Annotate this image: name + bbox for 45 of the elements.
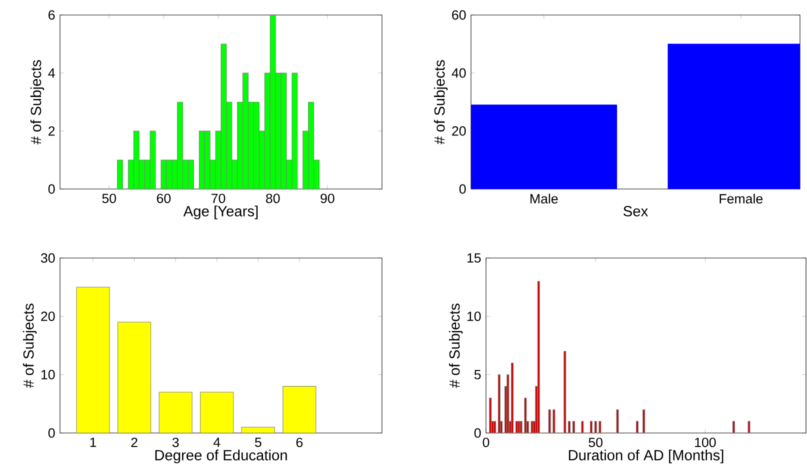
bar xyxy=(118,322,151,433)
bar xyxy=(76,287,110,433)
bar xyxy=(200,392,234,433)
y-tick-label: 6 xyxy=(48,10,55,20)
x-tick-label: Female xyxy=(720,194,763,204)
x-tick-label: 2 xyxy=(131,438,138,448)
x-tick-label: 100 xyxy=(695,438,716,448)
bar xyxy=(282,386,316,433)
x-axis-title: Degree of Education xyxy=(155,450,287,464)
y-tick-label: 0 xyxy=(459,184,466,194)
x-axis-title: Duration of AD [Months] xyxy=(568,450,724,464)
y-tick-label: 2 xyxy=(48,126,55,136)
y-tick-label: 20 xyxy=(41,312,55,322)
y-tick-label: 15 xyxy=(467,253,481,263)
y-tick-label: 20 xyxy=(452,126,466,136)
x-tick-label: 70 xyxy=(212,194,226,204)
x-tick-label: 3 xyxy=(172,438,179,448)
x-tick-label: 50 xyxy=(588,438,602,448)
y-tick-label: 60 xyxy=(452,10,466,20)
x-tick-label: 80 xyxy=(266,194,280,204)
x-axis-title: Sex xyxy=(624,206,648,216)
x-tick-label: 50 xyxy=(102,194,116,204)
y-tick-label: 0 xyxy=(474,428,481,438)
bar xyxy=(159,392,192,433)
x-tick-label: 90 xyxy=(320,194,334,204)
x-tick-label: 5 xyxy=(254,438,262,447)
y-axis-title: # of Subjects xyxy=(30,60,44,144)
y-tick-label: 10 xyxy=(41,370,55,380)
y-axis-title: # of Subjects xyxy=(22,304,37,388)
y-axis-title: # of Subjects xyxy=(448,304,463,388)
y-axis-title: # of Subjects xyxy=(434,60,448,144)
x-axis-title: Age [Years] xyxy=(183,206,258,220)
y-tick-label: 40 xyxy=(452,68,466,78)
x-tick-label: 4 xyxy=(213,438,220,447)
x-tick-label: 0 xyxy=(482,438,490,448)
x-tick-label: 6 xyxy=(296,438,303,448)
y-tick-label: 0 xyxy=(48,184,55,194)
y-tick-label: 10 xyxy=(467,312,481,322)
x-tick-label: 1 xyxy=(90,438,96,447)
x-tick-label: 60 xyxy=(156,194,171,204)
y-tick-label: 4 xyxy=(48,68,55,78)
y-tick-label: 0 xyxy=(48,428,55,438)
x-tick-label: Male xyxy=(530,194,558,204)
y-tick-label: 30 xyxy=(40,253,55,263)
y-tick-label: 5 xyxy=(474,370,481,380)
